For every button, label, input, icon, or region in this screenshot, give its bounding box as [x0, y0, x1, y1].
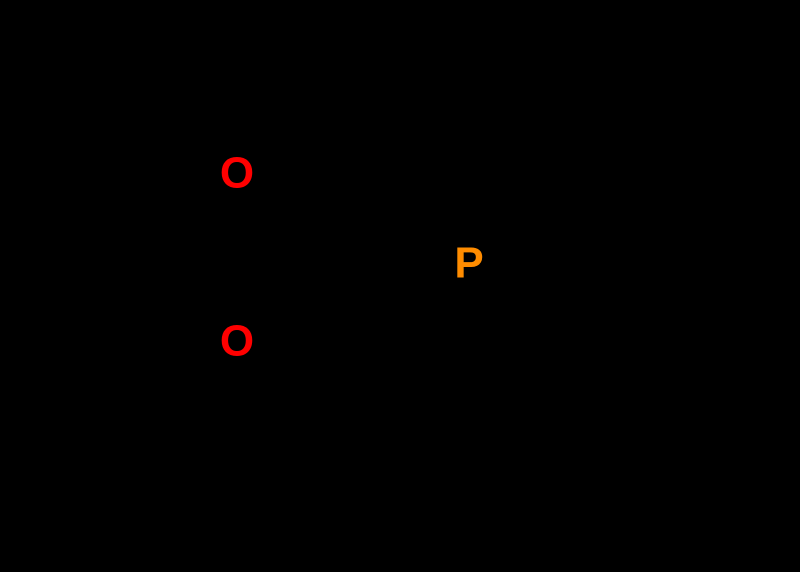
bond — [540, 336, 630, 350]
atom-label-o2: O — [220, 317, 254, 366]
bond — [578, 22, 666, 34]
bond — [630, 336, 688, 406]
bond — [40, 100, 116, 170]
bond — [253, 194, 310, 262]
atom-label-p: P — [454, 239, 483, 288]
bond — [518, 22, 578, 90]
bond — [485, 284, 540, 350]
atom-label-o1: O — [220, 149, 254, 198]
molecule-diagram: O O P — [0, 0, 800, 572]
bond — [485, 172, 546, 244]
bond — [116, 28, 180, 100]
bond — [655, 406, 688, 488]
bond — [116, 100, 220, 160]
bond — [510, 434, 566, 502]
bond — [636, 118, 696, 184]
bond — [32, 52, 116, 100]
bond — [518, 90, 546, 172]
